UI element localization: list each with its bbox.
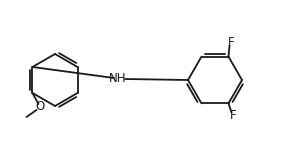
Text: NH: NH xyxy=(109,73,127,85)
Text: F: F xyxy=(228,36,235,49)
Text: F: F xyxy=(230,109,237,122)
Text: O: O xyxy=(36,100,45,114)
